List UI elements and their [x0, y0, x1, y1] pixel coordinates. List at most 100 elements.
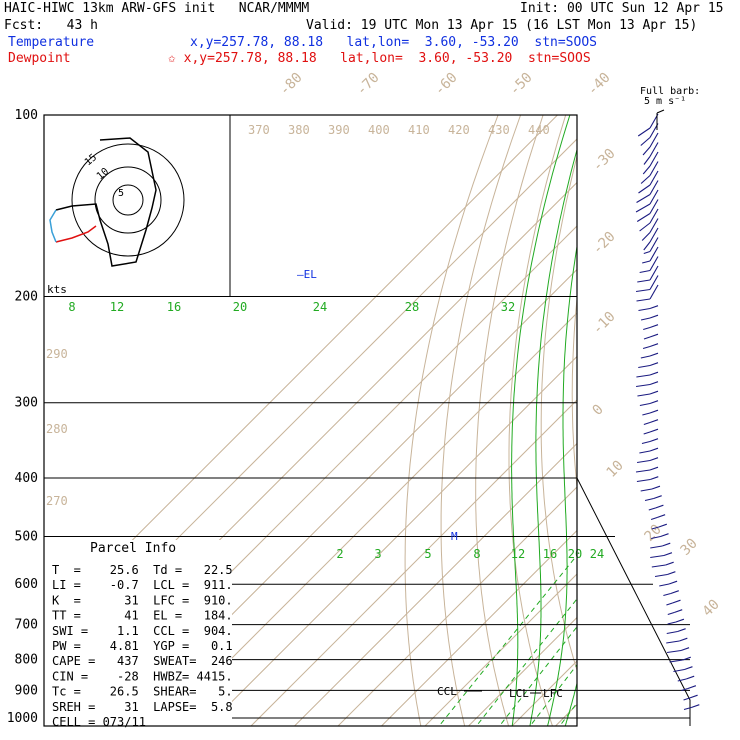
mixing-ratio-label: 2	[336, 547, 343, 561]
isotherm-label: -30	[590, 146, 619, 175]
dry-adiabat-label: 410	[408, 123, 430, 137]
isotherm-line	[293, 442, 577, 726]
isotherm-label: 40	[700, 597, 723, 620]
parcel-info-row: T = 25.6 Td = 22.5	[52, 563, 233, 577]
temperature-legend-label: Temperature	[8, 35, 95, 50]
mixing-ratio-line	[498, 625, 577, 726]
isotherm-label: -40	[585, 70, 614, 99]
model-title: HAIC-HIWC 13km ARW-GFS init NCAR/MMMM	[4, 1, 310, 16]
parcel-info-row: PW = 4.81 YGP = 0.1	[52, 639, 233, 653]
mixing-ratio-line	[438, 554, 577, 726]
mixing-ratio-label: 16	[543, 547, 557, 561]
valid-time: Valid: 19 UTC Mon 13 Apr 15 (16 LST Mon …	[306, 18, 698, 33]
mixing-ratio-label: 12	[511, 547, 525, 561]
wind-barb-column	[635, 109, 700, 711]
moist-adiabat-label: 8	[68, 300, 75, 314]
mixing-ratio-line	[559, 702, 577, 726]
moist-adiabat-line	[547, 243, 577, 726]
hodograph-trace-low	[55, 225, 97, 243]
isotherm-line	[511, 660, 577, 726]
moist-adiabat-line	[529, 147, 577, 726]
dry-adiabat-lines	[404, 115, 740, 731]
moist-adiabat-label: 28	[405, 300, 419, 314]
moist-adiabat-label: 20	[233, 300, 247, 314]
ccl-annotation: CCL	[437, 685, 457, 698]
dry-adiabat-label: 380	[288, 123, 310, 137]
pressure-label: 900	[15, 683, 38, 698]
hodograph-axis-label: kts	[47, 283, 67, 296]
moist-adiabat-label: 32	[501, 300, 515, 314]
dewpoint-location-info: ✩ x,y=257.78, 88.18 lat,lon= 3.60, -53.2…	[168, 51, 591, 66]
pressure-label: 300	[15, 396, 38, 411]
mixing-ratio-label: 8	[473, 547, 480, 561]
dry-adiabat-label: 280	[46, 422, 68, 436]
hodograph-trace	[55, 137, 157, 267]
dry-adiabat-line	[508, 115, 567, 726]
mixing-ratio-line	[618, 537, 740, 731]
dry-adiabat-label: 290	[46, 347, 68, 361]
moist-adiabat-line	[616, 115, 728, 731]
el-annotation: —EL	[297, 268, 317, 281]
pressure-label: 600	[15, 577, 38, 592]
moist-adiabat-lines	[511, 115, 740, 731]
parcel-info-row: K = 31 LFC = 910.	[52, 593, 233, 607]
mixing-ratio-line	[631, 537, 740, 731]
parcel-info-row: SWI = 1.1 CCL = 904.	[52, 624, 233, 638]
isotherm-label: -50	[507, 70, 536, 99]
dry-adiabat-label: 420	[448, 123, 470, 137]
parcel-info-rows: T = 25.6 Td = 22.5LI = -0.7 LCL = 911.K …	[52, 563, 233, 729]
dry-adiabat-label: 270	[46, 494, 68, 508]
dry-adiabat-line	[631, 115, 730, 731]
isotherm-label: -60	[432, 70, 461, 99]
pressure-label: 800	[15, 653, 38, 668]
parcel-info-panel: Parcel Info T = 25.6 Td = 22.5LI = -0.7 …	[44, 540, 233, 729]
isotherm-line	[163, 312, 577, 726]
forecast-hour: Fcst: 43 h	[4, 18, 98, 33]
dry-adiabat-line	[404, 115, 499, 726]
init-time: Init: 00 UTC Sun 12 Apr 15	[520, 1, 724, 16]
parcel-info-row: CELL = 073/11	[52, 715, 146, 729]
diagram-frame	[43, 114, 578, 727]
lcl-annotation: LCL	[509, 687, 529, 700]
pressure-label: 500	[15, 530, 38, 545]
dry-adiabat-line	[714, 115, 740, 731]
lfc-annotation: LFC	[543, 687, 563, 700]
isotherm-line	[206, 355, 577, 726]
dry-adiabat-label: 430	[488, 123, 510, 137]
moist-adiabat-line	[668, 115, 740, 731]
isotherm-label: -20	[590, 229, 619, 258]
barb-scale-title: Full barb:	[640, 86, 701, 97]
moist-adiabat-label: 16	[167, 300, 181, 314]
mixing-ratio-label: 20	[568, 547, 582, 561]
isotherm-label: 20	[642, 522, 665, 545]
isotherm-line	[725, 115, 740, 731]
isotherm-line	[250, 399, 577, 726]
dry-adiabat-label: 400	[368, 123, 390, 137]
hodograph-inset: 15 10 5 kts	[44, 115, 231, 296]
pressure-label: 200	[15, 290, 38, 305]
parcel-info-row: SREH = 31 LAPSE= 5.8	[52, 700, 233, 714]
isotherm-label: 30	[678, 536, 701, 559]
dry-adiabat-line	[660, 115, 740, 731]
parcel-info-row: CAPE = 437 SWEAT= 246	[52, 654, 233, 668]
moist-adiabat-label: 24	[313, 300, 327, 314]
dry-adiabat-line	[571, 294, 577, 491]
dewpoint-trace	[585, 115, 736, 718]
moist-adiabat-line	[511, 115, 571, 726]
dewpoint-legend-label: Dewpoint	[8, 51, 71, 66]
isotherm-line	[424, 573, 577, 726]
hodograph-ring-10	[94, 166, 162, 234]
hodograph-trace-surface	[49, 209, 57, 243]
barb-scale-units: 5 m s⁻¹	[644, 96, 687, 107]
moist-adiabat-line	[564, 681, 577, 726]
moist-adiabat-label: 12	[110, 300, 124, 314]
mixing-ratio-lines	[438, 537, 740, 731]
pressure-label: 1000	[7, 711, 38, 726]
parcel-info-row: TT = 41 EL = 184.	[52, 609, 233, 623]
dry-adiabat-label: 390	[328, 123, 350, 137]
isotherm-line	[467, 616, 577, 726]
parcel-info-row: LI = -0.7 LCL = 911.	[52, 578, 233, 592]
pressure-label: 700	[15, 618, 38, 633]
hodograph-ring-15	[71, 143, 185, 257]
